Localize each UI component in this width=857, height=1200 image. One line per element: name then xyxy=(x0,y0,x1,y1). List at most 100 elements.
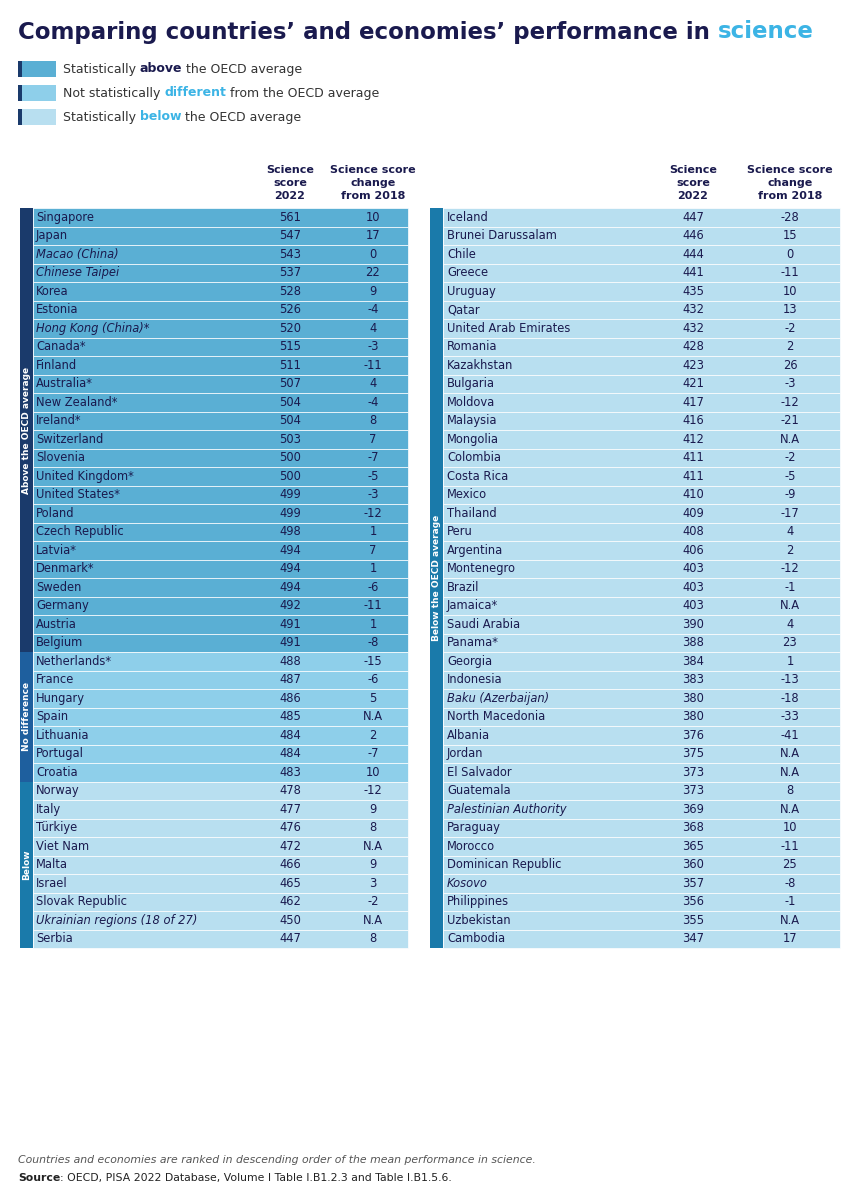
Text: Belgium: Belgium xyxy=(36,636,83,649)
Text: Albania: Albania xyxy=(447,728,490,742)
Text: -4: -4 xyxy=(368,396,379,409)
Text: El Salvador: El Salvador xyxy=(447,766,512,779)
Text: 484: 484 xyxy=(279,748,301,761)
Text: 403: 403 xyxy=(682,599,704,612)
FancyBboxPatch shape xyxy=(33,300,408,319)
Text: -3: -3 xyxy=(368,341,379,353)
Text: Czech Republic: Czech Republic xyxy=(36,526,123,539)
Text: 494: 494 xyxy=(279,581,301,594)
Text: Science score
change
from 2018: Science score change from 2018 xyxy=(747,164,833,200)
FancyBboxPatch shape xyxy=(33,671,408,689)
Text: 383: 383 xyxy=(682,673,704,686)
Text: 388: 388 xyxy=(682,636,704,649)
Text: Hong Kong (China)*: Hong Kong (China)* xyxy=(36,322,149,335)
Text: Dominican Republic: Dominican Republic xyxy=(447,858,561,871)
Text: -12: -12 xyxy=(363,506,382,520)
Text: 504: 504 xyxy=(279,414,301,427)
Text: 421: 421 xyxy=(682,377,704,390)
FancyBboxPatch shape xyxy=(443,356,840,374)
Text: Greece: Greece xyxy=(447,266,488,280)
Text: Australia*: Australia* xyxy=(36,377,93,390)
FancyBboxPatch shape xyxy=(443,763,840,781)
FancyBboxPatch shape xyxy=(33,634,408,652)
Text: 432: 432 xyxy=(682,322,704,335)
FancyBboxPatch shape xyxy=(443,449,840,467)
FancyBboxPatch shape xyxy=(443,227,840,245)
Text: 483: 483 xyxy=(279,766,301,779)
Text: 526: 526 xyxy=(279,304,301,317)
FancyBboxPatch shape xyxy=(443,412,840,430)
Text: No difference: No difference xyxy=(22,682,31,751)
Text: Sweden: Sweden xyxy=(36,581,81,594)
Text: Serbia: Serbia xyxy=(36,932,73,946)
FancyBboxPatch shape xyxy=(443,856,840,874)
Text: 8: 8 xyxy=(369,932,376,946)
Text: -3: -3 xyxy=(784,377,796,390)
FancyBboxPatch shape xyxy=(33,374,408,392)
Text: Ukrainian regions (18 of 27): Ukrainian regions (18 of 27) xyxy=(36,913,197,926)
Text: 376: 376 xyxy=(682,728,704,742)
Text: -2: -2 xyxy=(368,895,379,908)
Text: 432: 432 xyxy=(682,304,704,317)
Text: Italy: Italy xyxy=(36,803,61,816)
FancyBboxPatch shape xyxy=(443,911,840,930)
Text: 498: 498 xyxy=(279,526,301,539)
Text: Romania: Romania xyxy=(447,341,498,353)
Text: -8: -8 xyxy=(784,877,795,889)
Text: 0: 0 xyxy=(369,247,376,260)
Text: Science
score
2022: Science score 2022 xyxy=(669,164,717,200)
Text: France: France xyxy=(36,673,75,686)
FancyBboxPatch shape xyxy=(33,596,408,614)
Text: Montenegro: Montenegro xyxy=(447,563,516,575)
Text: 491: 491 xyxy=(279,636,301,649)
Text: below: below xyxy=(140,110,182,124)
FancyBboxPatch shape xyxy=(443,726,840,744)
Text: different: different xyxy=(165,86,226,100)
Text: Philippines: Philippines xyxy=(447,895,509,908)
FancyBboxPatch shape xyxy=(33,392,408,412)
Text: N.A: N.A xyxy=(780,748,800,761)
Text: -11: -11 xyxy=(781,840,800,853)
Text: -4: -4 xyxy=(368,304,379,317)
Text: 0: 0 xyxy=(787,247,794,260)
Text: 423: 423 xyxy=(682,359,704,372)
Text: Chile: Chile xyxy=(447,247,476,260)
Text: 547: 547 xyxy=(279,229,301,242)
Text: 384: 384 xyxy=(682,655,704,667)
FancyBboxPatch shape xyxy=(33,227,408,245)
Text: Colombia: Colombia xyxy=(447,451,501,464)
Text: 447: 447 xyxy=(279,932,301,946)
Text: 500: 500 xyxy=(279,469,301,482)
FancyBboxPatch shape xyxy=(443,541,840,559)
FancyBboxPatch shape xyxy=(33,911,408,930)
FancyBboxPatch shape xyxy=(33,744,408,763)
FancyBboxPatch shape xyxy=(33,412,408,430)
Text: Indonesia: Indonesia xyxy=(447,673,502,686)
Text: 10: 10 xyxy=(782,284,797,298)
FancyBboxPatch shape xyxy=(443,430,840,449)
Text: 10: 10 xyxy=(782,821,797,834)
Text: Qatar: Qatar xyxy=(447,304,480,317)
Text: 369: 369 xyxy=(682,803,704,816)
FancyBboxPatch shape xyxy=(18,85,22,101)
Text: -11: -11 xyxy=(363,599,382,612)
Text: Statistically: Statistically xyxy=(63,62,140,76)
FancyBboxPatch shape xyxy=(33,337,408,356)
Text: Korea: Korea xyxy=(36,284,69,298)
Text: 410: 410 xyxy=(682,488,704,502)
Text: Canada*: Canada* xyxy=(36,341,86,353)
FancyBboxPatch shape xyxy=(443,596,840,614)
FancyBboxPatch shape xyxy=(33,708,408,726)
FancyBboxPatch shape xyxy=(443,744,840,763)
Text: 8: 8 xyxy=(369,821,376,834)
Text: 435: 435 xyxy=(682,284,704,298)
Text: -11: -11 xyxy=(363,359,382,372)
Text: -8: -8 xyxy=(368,636,379,649)
Text: Below: Below xyxy=(22,850,31,880)
Text: Finland: Finland xyxy=(36,359,77,372)
FancyBboxPatch shape xyxy=(18,61,22,77)
FancyBboxPatch shape xyxy=(33,874,408,893)
Text: 409: 409 xyxy=(682,506,704,520)
Text: -6: -6 xyxy=(368,581,379,594)
Text: 411: 411 xyxy=(682,451,704,464)
